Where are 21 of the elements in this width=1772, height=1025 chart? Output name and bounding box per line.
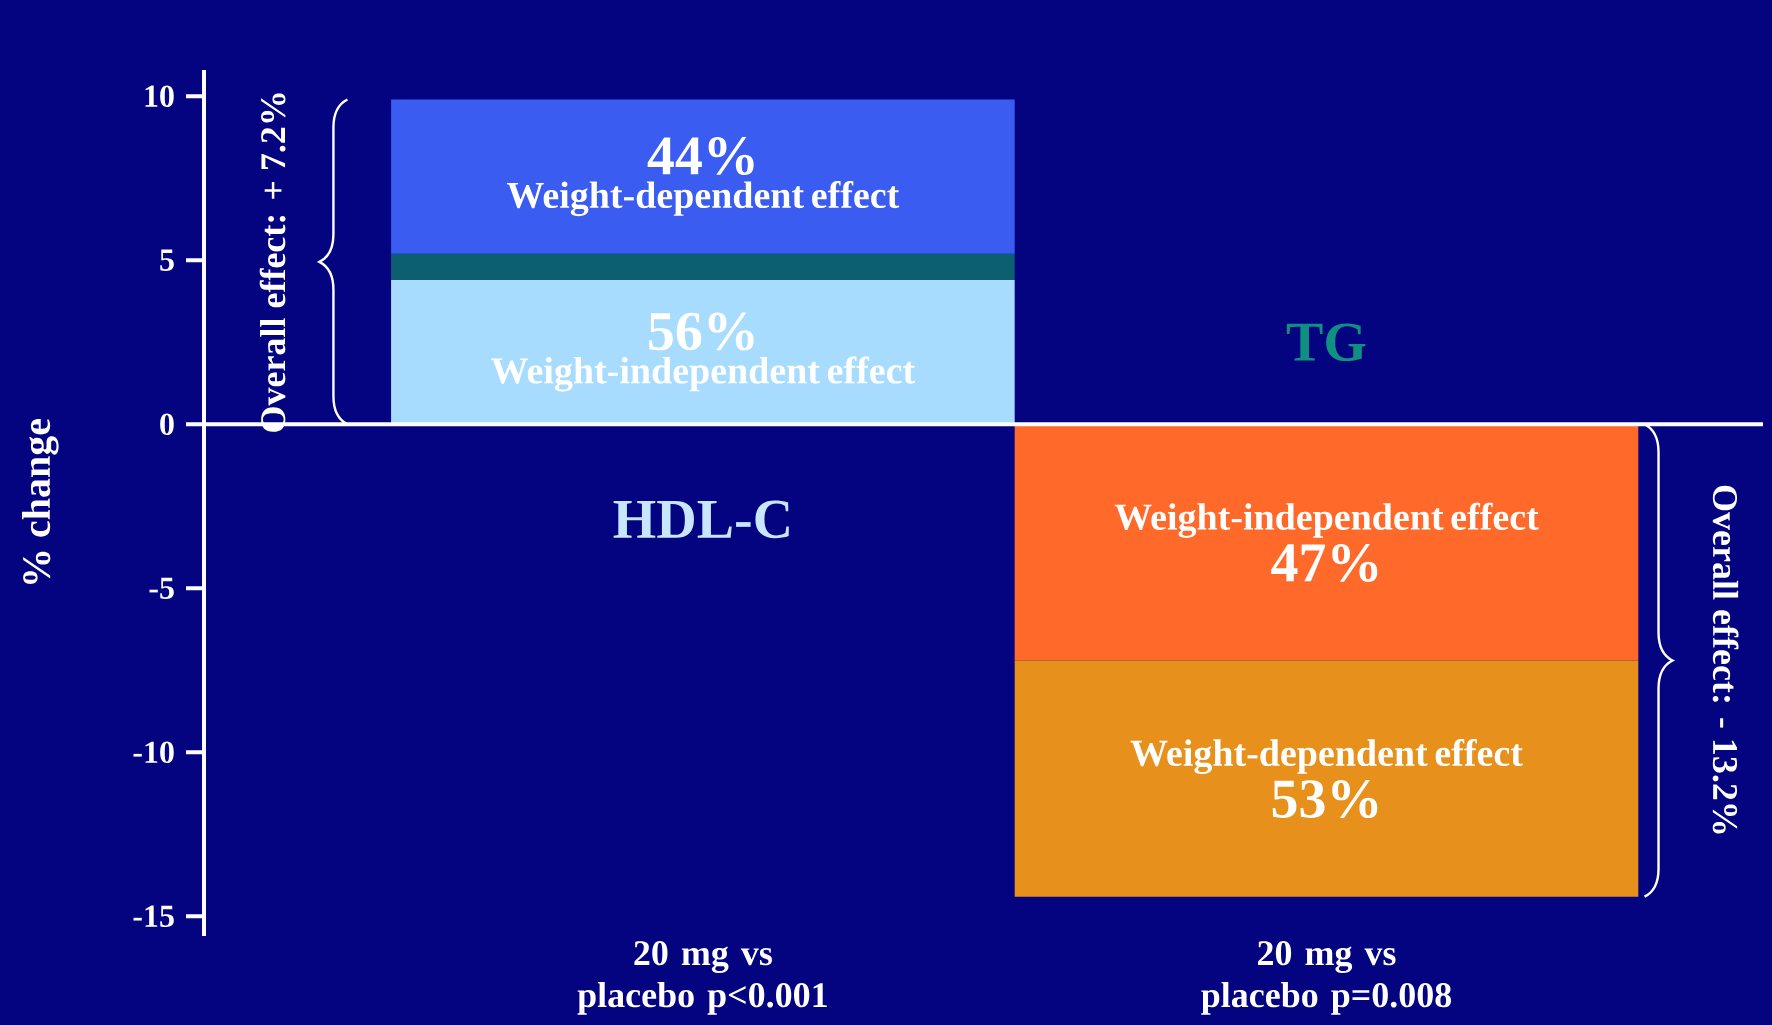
text: Weight-independent effect [1114,502,1539,538]
y-tick-label: -10 [133,741,174,764]
y-tick-label: 5 [160,249,174,271]
x-tick-label: 20 mg vs placebo p<0.001 [577,941,827,1015]
annotation: 56% [649,312,754,351]
y-tick-label: 10 [145,85,174,108]
series-label: Weight-dependent effect [506,181,900,217]
annotation: TG [1286,323,1366,362]
annotation: HDL-C [613,500,789,539]
y-tick-label: -15 [133,905,174,928]
y-tick-label: -5 [149,577,174,599]
annotation: 53% [1272,780,1378,819]
annotation: 44% [647,137,754,176]
annotation: Overall effect: - 13.2% [1712,485,1739,834]
y-axis-title: % change [22,419,59,584]
annotation: Overall effect: + 7.2% [259,93,286,432]
text: Weight-dependent effect [1130,738,1523,775]
series-label: Weight-independent effect [491,356,916,392]
x-tick-label: 20 mg vs placebo p=0.008 [1201,941,1452,1015]
annotation: 47% [1271,543,1378,582]
y-tick-label: 0 [160,413,174,436]
